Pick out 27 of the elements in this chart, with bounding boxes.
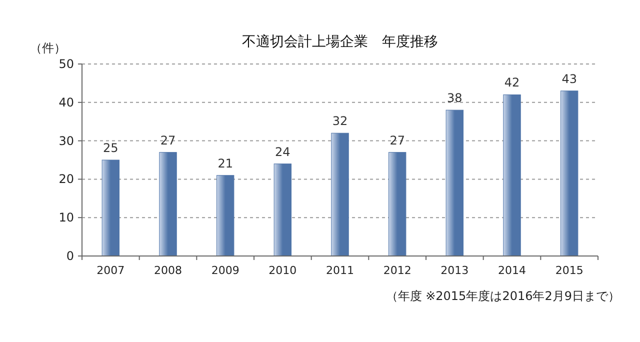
y-axis-title: （件） bbox=[30, 41, 66, 55]
y-tick-label: 40 bbox=[58, 95, 74, 110]
data-label: 27 bbox=[390, 133, 405, 148]
text: （年度 ※2015年度は2016年2月9日まで） bbox=[386, 289, 620, 303]
data-label: 42 bbox=[504, 76, 520, 90]
x-tick-label: 2009 bbox=[211, 264, 240, 277]
chart-title: 不適切会計上場企業 年度推移 bbox=[242, 34, 438, 50]
x-tick-label: 2010 bbox=[268, 264, 297, 277]
data-label: 21 bbox=[218, 156, 233, 170]
data-label: 32 bbox=[332, 114, 348, 128]
y-tick-label: 20 bbox=[58, 172, 74, 186]
x-tick-label: 2015 bbox=[555, 264, 584, 277]
x-tick-label: 2014 bbox=[498, 264, 526, 277]
data-label: 24 bbox=[275, 144, 290, 159]
y-tick-label: 10 bbox=[58, 210, 74, 225]
x-tick-label: 2008 bbox=[154, 264, 182, 277]
data-label: 38 bbox=[447, 91, 462, 106]
x-tick-label: 2011 bbox=[326, 264, 354, 277]
data-label: 27 bbox=[160, 133, 176, 148]
x-tick-label: 2013 bbox=[440, 264, 469, 277]
y-tick-label: 50 bbox=[58, 57, 74, 71]
data-label: 25 bbox=[103, 141, 118, 155]
y-tick-label: 30 bbox=[58, 134, 74, 148]
x-tick-label: 2012 bbox=[383, 264, 412, 277]
y-tick-label: 0 bbox=[66, 249, 74, 263]
data-label: 43 bbox=[562, 72, 577, 86]
x-tick-label: 2007 bbox=[96, 264, 125, 277]
